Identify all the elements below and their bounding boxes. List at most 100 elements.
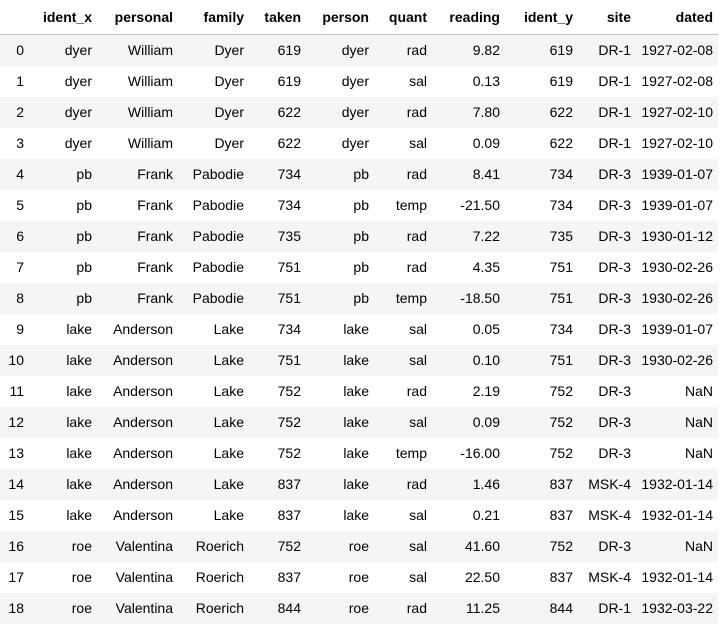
- table-cell: DR-3: [598, 538, 631, 554]
- table-cell: lake: [66, 321, 92, 337]
- table-cell: Lake: [213, 476, 244, 492]
- table-cell: Frank: [137, 228, 173, 244]
- table-cell: lake: [66, 414, 92, 430]
- table-cell: lake: [343, 414, 369, 430]
- table-cell: William: [127, 42, 173, 58]
- table-cell: 0.09: [472, 135, 500, 151]
- table-cell: lake: [66, 352, 92, 368]
- table-cell: sal: [409, 569, 427, 585]
- table-cell: pb: [76, 228, 92, 244]
- column-header: quant: [374, 0, 432, 35]
- table-cell: 751: [277, 352, 301, 368]
- table-cell: dyer: [341, 42, 369, 58]
- table-cell: 619: [277, 42, 301, 58]
- table-cell: 837: [277, 569, 301, 585]
- table-cell: Anderson: [113, 476, 173, 492]
- table-cell: roe: [348, 538, 369, 554]
- table-cell: -18.50: [460, 290, 500, 306]
- table-cell: DR-3: [598, 352, 631, 368]
- table-cell: 837: [549, 507, 573, 523]
- table-cell: 752: [549, 538, 573, 554]
- column-header: person: [306, 0, 374, 35]
- table-row: 7 pb Frank Pabodie 751 pb rad 4.35 751 DR-3 1930-0…: [0, 252, 718, 283]
- table-cell: 1.46: [472, 476, 500, 492]
- row-index: 5: [16, 197, 24, 213]
- row-index: 17: [8, 569, 24, 585]
- table-cell: 844: [277, 600, 301, 616]
- table-cell: Frank: [137, 197, 173, 213]
- table-cell: DR-1: [598, 73, 631, 89]
- table-cell: 0.10: [472, 352, 500, 368]
- table-cell: 0.21: [472, 507, 500, 523]
- table-cell: 8.41: [472, 166, 500, 182]
- table-cell: sal: [409, 73, 427, 89]
- table-cell: 41.60: [464, 538, 500, 554]
- table-cell: Lake: [213, 383, 244, 399]
- table-cell: 619: [549, 42, 573, 58]
- table-cell: DR-3: [598, 228, 631, 244]
- table-cell: pb: [353, 197, 369, 213]
- table-cell: lake: [66, 507, 92, 523]
- table-cell: Roerich: [195, 538, 244, 554]
- table-cell: Frank: [137, 166, 173, 182]
- table-cell: Pabodie: [192, 228, 244, 244]
- table-cell: 752: [277, 538, 301, 554]
- table-cell: MSK-4: [588, 507, 631, 523]
- column-header: site: [578, 0, 636, 35]
- table-cell: 0.09: [472, 414, 500, 430]
- table-cell: Anderson: [113, 321, 173, 337]
- table-row: 15 lake Anderson Lake 837 lake sal 0.21 837 MSK-4…: [0, 500, 718, 531]
- table-header: ident_x personal family taken person quant rea…: [0, 0, 718, 35]
- table-row: 16 roe Valentina Roerich 752 roe sal 41.60 752 DR…: [0, 531, 718, 562]
- table-cell: 1930-02-26: [641, 259, 713, 275]
- table-cell: DR-1: [598, 135, 631, 151]
- table-cell: Dyer: [214, 135, 244, 151]
- table-cell: Pabodie: [192, 197, 244, 213]
- table-cell: lake: [343, 321, 369, 337]
- table-cell: pb: [353, 290, 369, 306]
- table-cell: 734: [277, 166, 301, 182]
- table-cell: 7.22: [472, 228, 500, 244]
- table-cell: sal: [409, 135, 427, 151]
- table-row: 8 pb Frank Pabodie 751 pb temp -18.50 751 DR-3 193…: [0, 283, 718, 314]
- row-index: 0: [16, 42, 24, 58]
- table-cell: 1932-01-14: [641, 569, 713, 585]
- table-cell: 734: [549, 197, 573, 213]
- table-cell: 837: [549, 476, 573, 492]
- row-index: 6: [16, 228, 24, 244]
- table-cell: NaN: [684, 383, 713, 399]
- table-cell: 1930-02-26: [641, 290, 713, 306]
- column-header: reading: [432, 0, 505, 35]
- table-cell: 1927-02-08: [641, 73, 713, 89]
- table-cell: roe: [71, 538, 92, 554]
- table-cell: lake: [343, 507, 369, 523]
- table-cell: 752: [549, 383, 573, 399]
- table-cell: dyer: [341, 104, 369, 120]
- table-cell: 622: [277, 104, 301, 120]
- table-cell: lake: [343, 476, 369, 492]
- table-cell: dyer: [341, 73, 369, 89]
- table-cell: Pabodie: [192, 290, 244, 306]
- table-cell: 734: [549, 166, 573, 182]
- table-cell: Anderson: [113, 445, 173, 461]
- table-cell: 837: [277, 476, 301, 492]
- table-cell: 1930-02-26: [641, 352, 713, 368]
- table-row: 0 dyer William Dyer 619 dyer rad 9.82 619 DR-1 192…: [0, 34, 718, 66]
- table-cell: 1930-01-12: [641, 228, 713, 244]
- table-cell: NaN: [684, 445, 713, 461]
- table-cell: Pabodie: [192, 166, 244, 182]
- table-cell: DR-3: [598, 197, 631, 213]
- table-row: 6 pb Frank Pabodie 735 pb rad 7.22 735 DR-3 1930-0…: [0, 221, 718, 252]
- table-cell: Lake: [213, 321, 244, 337]
- table-cell: NaN: [684, 414, 713, 430]
- row-index: 15: [8, 507, 24, 523]
- table-cell: 751: [549, 259, 573, 275]
- table-cell: 752: [277, 445, 301, 461]
- table-cell: temp: [395, 290, 427, 306]
- table-cell: William: [127, 135, 173, 151]
- table-cell: sal: [409, 352, 427, 368]
- table-cell: pb: [353, 259, 369, 275]
- row-index: 14: [8, 476, 24, 492]
- table-cell: 7.80: [472, 104, 500, 120]
- column-header: ident_x: [29, 0, 97, 35]
